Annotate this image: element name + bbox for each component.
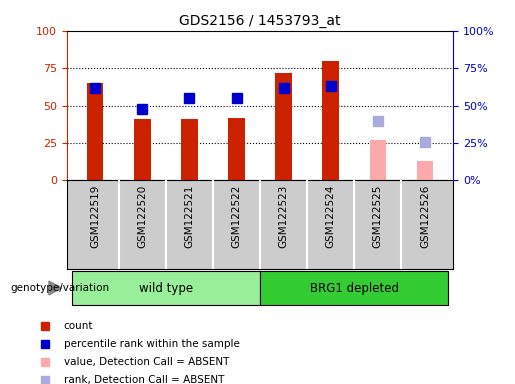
Text: wild type: wild type bbox=[139, 282, 193, 295]
Text: GSM122520: GSM122520 bbox=[138, 185, 147, 248]
Text: count: count bbox=[64, 321, 93, 331]
Bar bbox=[181, 119, 198, 180]
Bar bbox=[87, 83, 104, 180]
Text: BRG1 depleted: BRG1 depleted bbox=[310, 282, 399, 295]
Text: rank, Detection Call = ABSENT: rank, Detection Call = ABSENT bbox=[64, 375, 224, 384]
Bar bbox=[134, 119, 150, 180]
Text: GSM122523: GSM122523 bbox=[279, 185, 288, 248]
Bar bbox=[417, 161, 433, 180]
Text: GSM122524: GSM122524 bbox=[325, 185, 336, 248]
Text: GSM122522: GSM122522 bbox=[232, 185, 242, 248]
Text: value, Detection Call = ABSENT: value, Detection Call = ABSENT bbox=[64, 357, 229, 367]
Text: GSM122525: GSM122525 bbox=[373, 185, 383, 248]
Text: GSM122521: GSM122521 bbox=[184, 185, 195, 248]
Text: genotype/variation: genotype/variation bbox=[10, 283, 109, 293]
Title: GDS2156 / 1453793_at: GDS2156 / 1453793_at bbox=[179, 14, 341, 28]
Text: GSM122519: GSM122519 bbox=[90, 185, 100, 248]
Bar bbox=[370, 140, 386, 180]
Text: percentile rank within the sample: percentile rank within the sample bbox=[64, 339, 239, 349]
Bar bbox=[260, 271, 449, 305]
Bar bbox=[72, 271, 260, 305]
Bar bbox=[276, 73, 292, 180]
Bar bbox=[228, 118, 245, 180]
Bar bbox=[322, 61, 339, 180]
Text: GSM122526: GSM122526 bbox=[420, 185, 430, 248]
Polygon shape bbox=[49, 281, 62, 295]
